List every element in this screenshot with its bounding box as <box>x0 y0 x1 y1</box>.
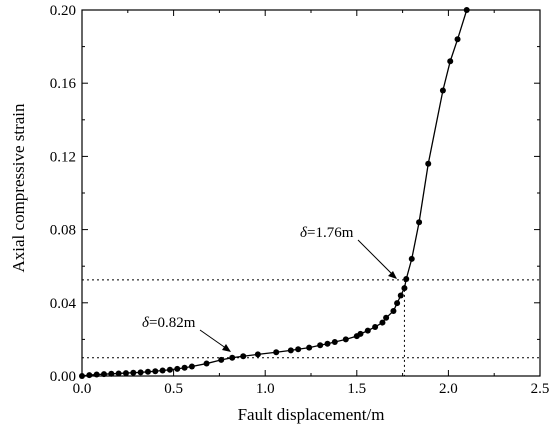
data-point <box>130 369 137 376</box>
data-point <box>229 354 236 361</box>
data-point <box>159 367 166 374</box>
data-point <box>390 308 397 315</box>
reference-lines <box>82 279 540 376</box>
x-tick-label: 1.5 <box>347 381 366 397</box>
y-tick-label: 0.04 <box>50 296 77 312</box>
data-point <box>166 366 173 373</box>
data-point <box>397 292 404 299</box>
data-point <box>357 330 364 337</box>
y-tick-label: 0.08 <box>50 223 76 239</box>
data-point <box>403 276 410 283</box>
annotation-2-arrowhead <box>388 271 397 279</box>
data-point <box>401 285 408 292</box>
y-axis-title: Axial compressive strain <box>9 103 28 273</box>
annotation-2-text: =1.76m <box>307 225 354 241</box>
data-point <box>115 370 122 377</box>
data-point <box>454 36 461 43</box>
data-point <box>218 356 225 363</box>
x-tick-label: 0.5 <box>164 381 183 397</box>
svg-text:δ=1.76m: δ=1.76m <box>300 225 354 241</box>
data-point <box>273 349 280 356</box>
series-group <box>79 7 472 379</box>
annotation-1-text: =0.82m <box>149 315 196 331</box>
data-point <box>93 371 100 378</box>
data-point <box>394 300 401 307</box>
data-point <box>342 336 349 343</box>
data-point <box>86 372 93 379</box>
data-point <box>188 363 195 370</box>
data-point <box>425 160 432 167</box>
data-point <box>331 338 338 345</box>
data-point <box>416 219 423 226</box>
data-point <box>317 342 324 349</box>
y-tick-label: 0.20 <box>50 3 76 19</box>
data-point <box>152 368 159 375</box>
data-point <box>379 319 386 326</box>
y-tick-label: 0.16 <box>50 76 77 92</box>
data-point <box>295 346 302 353</box>
annotation-2: δ=1.76m <box>300 225 397 279</box>
svg-text:δ=0.82m: δ=0.82m <box>142 315 196 331</box>
data-point <box>108 370 115 377</box>
x-tick-label: 2.0 <box>439 381 458 397</box>
data-point <box>174 365 181 372</box>
x-tick-label: 2.5 <box>531 381 550 397</box>
data-point <box>306 344 313 351</box>
data-point <box>364 327 371 334</box>
annotation-1-delta: δ <box>142 315 150 331</box>
annotation-2-arrow <box>357 239 397 279</box>
data-point <box>254 351 261 358</box>
data-point <box>144 368 151 375</box>
y-tick-label: 0.00 <box>50 369 76 385</box>
x-axis-title: Fault displacement/m <box>238 405 385 424</box>
data-point <box>287 347 294 354</box>
annotation-1: δ=0.82m <box>142 315 231 352</box>
annotation-2-delta: δ <box>300 225 308 241</box>
data-point <box>439 87 446 94</box>
y-tick-label: 0.12 <box>50 149 76 165</box>
data-point <box>408 255 415 262</box>
annotation-1-arrowhead <box>222 344 231 352</box>
axes: 0.0 0.5 1.0 1.5 2.0 2.5 0.00 0.04 0.08 0.12 0.16 0.… <box>50 3 550 397</box>
data-point <box>447 58 454 65</box>
x-tick-label: 0.0 <box>73 381 92 397</box>
data-point <box>372 323 379 330</box>
data-point <box>181 364 188 371</box>
data-point <box>137 369 144 376</box>
data-point <box>240 353 247 360</box>
x-tick-label: 1.0 <box>256 381 275 397</box>
data-point <box>203 360 210 367</box>
data-point <box>324 340 331 347</box>
data-point <box>383 314 390 321</box>
